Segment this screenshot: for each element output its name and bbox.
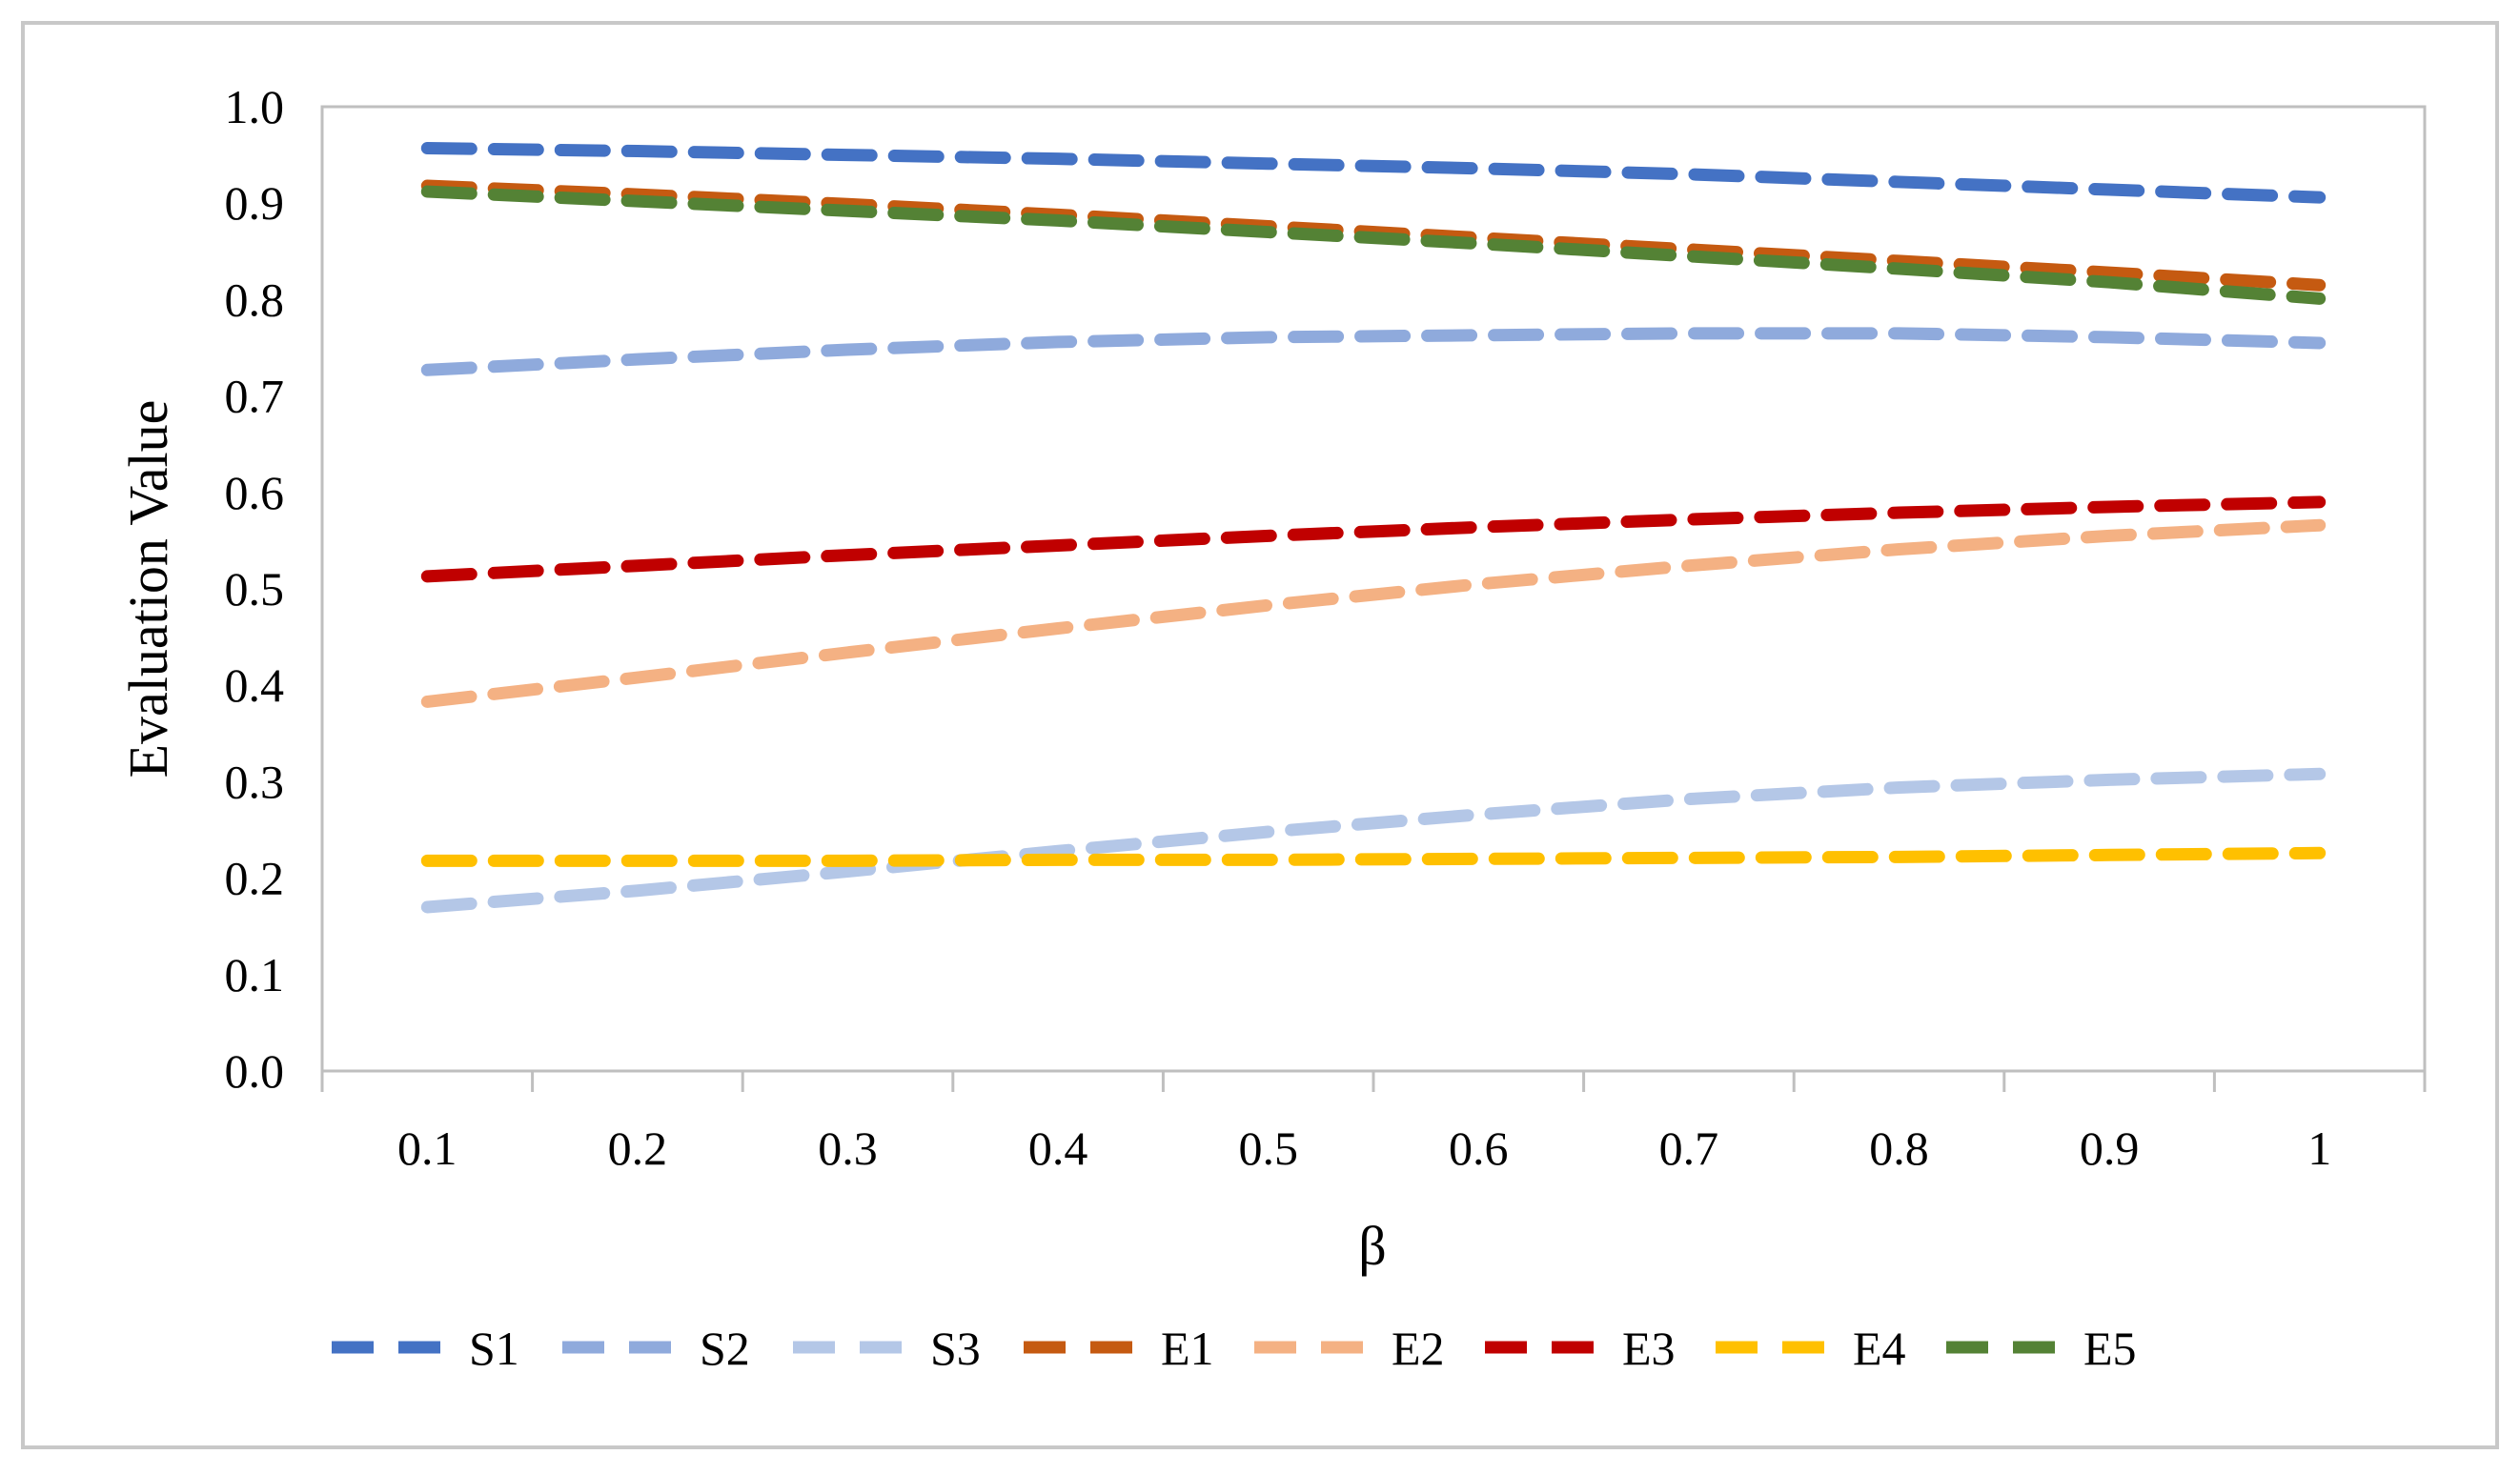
x-tick-label: 0.3 xyxy=(818,1121,878,1175)
y-tick-label: 0.8 xyxy=(225,273,285,326)
x-axis-title: β xyxy=(1358,1215,1387,1277)
legend-label-e5: E5 xyxy=(2083,1322,2137,1375)
x-tick-label: 1 xyxy=(2307,1121,2331,1175)
y-tick-label: 0.6 xyxy=(225,466,285,519)
series-line-s1 xyxy=(420,142,2327,204)
series-lines xyxy=(420,142,2327,914)
x-tick-label: 0.8 xyxy=(1869,1121,1929,1175)
legend-label-e4: E4 xyxy=(1853,1322,1906,1375)
y-tick-label: 0.2 xyxy=(225,852,285,905)
series-line-e3 xyxy=(420,495,2327,583)
x-tick-label: 0.9 xyxy=(2080,1121,2140,1175)
x-tick-label: 0.1 xyxy=(397,1121,457,1175)
legend-label-e2: E2 xyxy=(1392,1322,1445,1375)
legend-label-s1: S1 xyxy=(469,1322,519,1375)
legend-label-e3: E3 xyxy=(1622,1322,1676,1375)
y-tick-label: 0.4 xyxy=(225,658,285,712)
x-axis: 0.1 0.2 0.3 0.4 0.5 0.6 0.7 0.8 0.9 1 xyxy=(320,1069,2427,1175)
y-axis-title: Evaluation Value xyxy=(117,400,179,778)
series-line-e5 xyxy=(420,185,2327,305)
y-tick-label: 0.3 xyxy=(225,755,285,808)
series-line-e2 xyxy=(420,518,2327,708)
series-line-s2 xyxy=(420,327,2327,376)
x-tick-label: 0.4 xyxy=(1028,1121,1088,1175)
x-tick-label: 0.2 xyxy=(608,1121,668,1175)
legend-label-s3: S3 xyxy=(930,1322,981,1375)
x-tick-label: 0.6 xyxy=(1449,1121,1509,1175)
series-line-s3 xyxy=(420,767,2327,914)
legend-label-e1: E1 xyxy=(1161,1322,1214,1375)
y-axis-ticks: 0.0 0.1 0.2 0.3 0.4 0.5 0.6 0.7 0.8 0.9 1.0 xyxy=(225,80,285,1098)
legend: S1 S2 S3 E1 E2 E3 E4 E5 xyxy=(332,1322,2137,1375)
y-tick-label: 0.9 xyxy=(225,176,285,230)
x-tick-label: 0.7 xyxy=(1659,1121,1719,1175)
series-line-e4 xyxy=(420,846,2327,867)
y-tick-label: 0.0 xyxy=(225,1044,285,1098)
y-tick-label: 0.5 xyxy=(225,562,285,616)
y-tick-label: 0.7 xyxy=(225,370,285,423)
y-tick-label: 0.1 xyxy=(225,948,285,1001)
legend-label-s2: S2 xyxy=(700,1322,750,1375)
x-tick-label: 0.5 xyxy=(1238,1121,1298,1175)
y-tick-label: 1.0 xyxy=(225,80,285,133)
